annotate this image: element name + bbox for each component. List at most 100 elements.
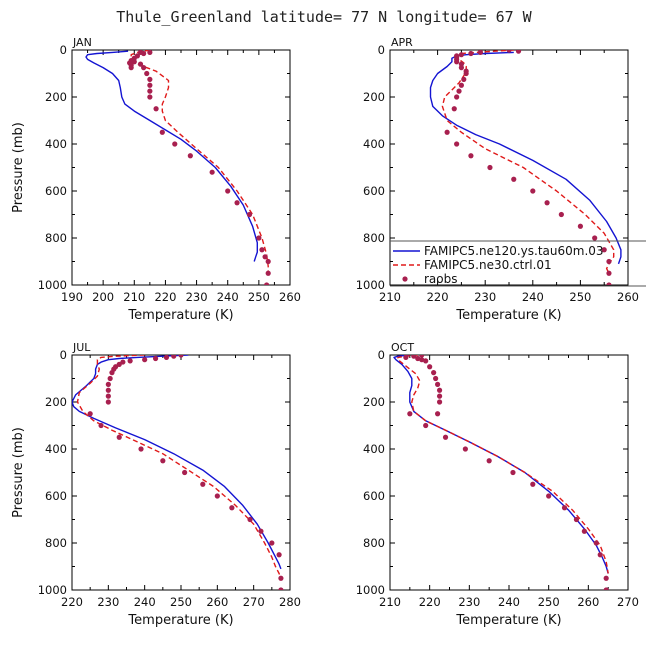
x-tick-label: 260	[577, 595, 599, 609]
raobs-point	[187, 153, 193, 159]
series-group-jan	[85, 50, 271, 285]
raobs-point	[127, 358, 133, 364]
raobs-point	[606, 270, 612, 276]
ne30-line	[397, 355, 609, 574]
y-tick-label: 600	[363, 489, 385, 503]
raobs-point	[511, 176, 517, 182]
raobs-point	[546, 493, 552, 499]
ne120-line	[85, 50, 258, 262]
legend-marker	[402, 276, 408, 282]
ne30-line	[130, 50, 269, 274]
ne30-line	[76, 355, 282, 579]
panel-title-apr: APR	[391, 36, 413, 49]
raobs-point	[530, 481, 536, 487]
raobs-point	[182, 469, 188, 476]
x-tick-label: 220	[427, 290, 449, 304]
raobs-point	[435, 381, 441, 387]
raobs-point	[105, 393, 111, 399]
panel-title-oct: OCT	[391, 341, 414, 354]
raobs-point	[458, 82, 464, 88]
legend-label: FAMIPC5.ne30.ctrl.01	[424, 258, 552, 272]
raobs-point	[458, 65, 464, 71]
ne30-line	[441, 50, 615, 274]
raobs-point	[247, 516, 253, 523]
raobs-point	[171, 355, 177, 359]
raobs-point	[200, 481, 206, 487]
y-tick-label: 800	[45, 231, 67, 245]
raobs-point	[278, 587, 284, 590]
x-tick-label: 240	[134, 595, 156, 609]
x-tick-label: 250	[569, 290, 591, 304]
raobs-point	[246, 211, 253, 218]
x-tick-label: 230	[186, 290, 208, 304]
raobs-point	[98, 422, 104, 429]
raobs-point	[265, 270, 271, 276]
raobs-point	[259, 247, 265, 253]
raobs-point	[105, 399, 111, 405]
raobs-point	[107, 375, 113, 382]
y-tick-label: 200	[363, 395, 385, 409]
raobs-point	[163, 355, 170, 360]
x-tick-label: 210	[123, 290, 145, 304]
raobs-point	[415, 355, 421, 362]
raobs-point	[264, 282, 270, 285]
raobs-point	[87, 411, 93, 417]
ne120-line	[429, 51, 622, 265]
raobs-point	[423, 422, 429, 429]
legend-label: FAMIPC5.ne120.ys.tau60m.03	[424, 244, 604, 258]
y-tick-label: 600	[363, 184, 385, 198]
raobs-point	[141, 50, 147, 57]
y-tick-label: 0	[60, 348, 67, 362]
raobs-point	[454, 59, 460, 65]
raobs-point	[593, 540, 599, 546]
raobs-point	[152, 355, 159, 362]
raobs-point	[258, 528, 264, 534]
raobs-point	[573, 516, 580, 523]
raobs-point	[486, 458, 492, 464]
y-tick-label: 400	[45, 137, 67, 151]
raobs-point	[468, 50, 474, 57]
raobs-point	[147, 88, 153, 94]
raobs-point	[592, 235, 598, 241]
x-tick-label: 260	[617, 290, 639, 304]
x-tick-label: 240	[217, 290, 239, 304]
x-axis-label: Temperature (K)	[455, 308, 561, 323]
raobs-point	[407, 411, 413, 417]
raobs-point	[603, 587, 609, 590]
series-group-apr	[429, 50, 622, 285]
panel-jan: 190 200 210 220 230 240 250 260 0 200 400 600 800 100…	[11, 36, 301, 323]
raobs-point	[436, 393, 443, 399]
raobs-point	[269, 540, 275, 546]
x-tick-label: 270	[243, 595, 265, 609]
raobs-point	[138, 446, 144, 452]
raobs-point	[137, 61, 144, 67]
raobs-point	[105, 381, 111, 387]
raobs-point	[515, 50, 522, 54]
raobs-point	[581, 528, 587, 534]
y-tick-label: 400	[363, 137, 385, 151]
raobs-point	[468, 153, 474, 159]
y-tick-label: 1000	[38, 278, 67, 292]
plot-frame-jul	[71, 354, 291, 591]
y-axis-label: Pressure (mb)	[11, 427, 26, 518]
raobs-point	[147, 94, 153, 100]
raobs-point	[606, 258, 612, 265]
raobs-point	[153, 106, 159, 112]
raobs-point	[597, 552, 603, 558]
raobs-point	[601, 247, 607, 253]
plot-frame-oct	[389, 354, 629, 591]
raobs-point	[477, 50, 484, 55]
raobs-point	[234, 200, 240, 206]
raobs-point	[109, 370, 115, 376]
y-tick-label: 800	[363, 231, 385, 245]
raobs-point	[544, 200, 550, 206]
raobs-point	[463, 70, 469, 77]
panel-jul: 220 230 240 250 260 270 280 0 200 400 600 800 1000 JU…	[11, 341, 301, 628]
panel-title-jul: JUL	[72, 341, 91, 354]
x-tick-label: 230	[97, 595, 119, 609]
y-tick-label: 400	[45, 442, 67, 456]
legend-label: raobs	[424, 272, 458, 286]
raobs-point	[433, 375, 439, 382]
raobs-point	[454, 141, 460, 147]
